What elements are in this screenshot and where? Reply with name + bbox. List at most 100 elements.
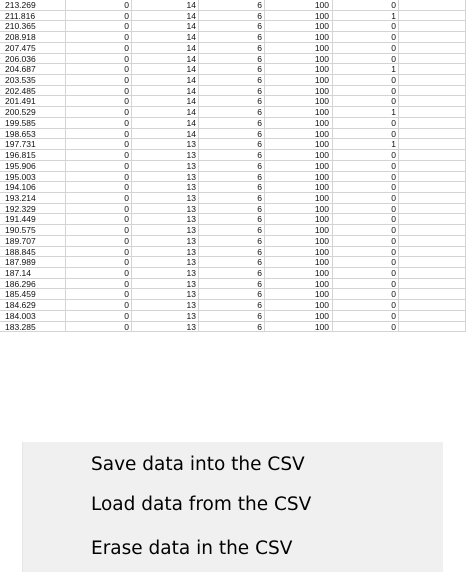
table-cell[interactable]: 6	[199, 107, 265, 117]
table-cell[interactable]: 0	[66, 64, 132, 75]
table-cell[interactable]: 197.731	[0, 139, 66, 150]
table-cell[interactable]: 6	[199, 289, 265, 300]
table-cell[interactable]: 0	[66, 117, 132, 128]
table-cell[interactable]: 100	[265, 117, 333, 128]
empty-cell[interactable]	[399, 128, 466, 139]
table-cell[interactable]: 187.14	[0, 267, 66, 278]
table-cell[interactable]: 14	[132, 107, 199, 117]
table-cell[interactable]: 0	[66, 21, 132, 32]
table-cell[interactable]: 6	[199, 0, 265, 10]
table-cell[interactable]: 0	[66, 42, 132, 53]
table-cell[interactable]: 100	[265, 85, 333, 96]
table-cell[interactable]: 6	[199, 310, 265, 321]
table-cell[interactable]: 183.285	[0, 321, 66, 332]
table-cell[interactable]: 14	[132, 85, 199, 96]
table-cell[interactable]: 207.475	[0, 42, 66, 53]
table-cell[interactable]: 6	[199, 10, 265, 21]
table-cell[interactable]: 6	[199, 171, 265, 182]
table-cell[interactable]: 100	[265, 321, 333, 332]
table-cell[interactable]: 100	[265, 128, 333, 139]
table-cell[interactable]: 6	[199, 117, 265, 128]
table-cell[interactable]: 189.707	[0, 235, 66, 246]
empty-cell[interactable]	[399, 300, 466, 310]
table-cell[interactable]: 0	[333, 203, 399, 214]
empty-cell[interactable]	[399, 10, 466, 21]
table-cell[interactable]: 202.485	[0, 85, 66, 96]
table-cell[interactable]: 14	[132, 21, 199, 32]
table-cell[interactable]: 195.003	[0, 171, 66, 182]
table-cell[interactable]: 6	[199, 128, 265, 139]
table-cell[interactable]: 208.918	[0, 32, 66, 42]
table-cell[interactable]: 0	[66, 267, 132, 278]
table-cell[interactable]: 13	[132, 203, 199, 214]
table-cell[interactable]: 0	[66, 300, 132, 310]
empty-cell[interactable]	[399, 42, 466, 53]
table-cell[interactable]: 192.329	[0, 203, 66, 214]
table-cell[interactable]: 0	[333, 182, 399, 192]
table-cell[interactable]: 0	[333, 75, 399, 85]
table-cell[interactable]: 100	[265, 160, 333, 171]
table-cell[interactable]: 6	[199, 235, 265, 246]
table-cell[interactable]: 100	[265, 53, 333, 64]
table-cell[interactable]: 0	[333, 267, 399, 278]
table-cell[interactable]: 191.449	[0, 214, 66, 225]
table-cell[interactable]: 100	[265, 64, 333, 75]
empty-cell[interactable]	[399, 171, 466, 182]
table-cell[interactable]: 14	[132, 42, 199, 53]
table-cell[interactable]: 188.845	[0, 246, 66, 257]
table-cell[interactable]: 198.653	[0, 128, 66, 139]
table-cell[interactable]: 0	[333, 128, 399, 139]
empty-cell[interactable]	[399, 75, 466, 85]
table-cell[interactable]: 6	[199, 182, 265, 192]
table-cell[interactable]: 0	[333, 150, 399, 160]
empty-cell[interactable]	[399, 182, 466, 192]
table-cell[interactable]: 0	[333, 321, 399, 332]
table-cell[interactable]: 100	[265, 246, 333, 257]
table-cell[interactable]: 100	[265, 10, 333, 21]
table-cell[interactable]: 0	[66, 225, 132, 235]
empty-cell[interactable]	[399, 203, 466, 214]
table-cell[interactable]: 100	[265, 257, 333, 267]
table-cell[interactable]: 0	[333, 300, 399, 310]
table-cell[interactable]: 0	[333, 246, 399, 257]
table-cell[interactable]: 0	[333, 85, 399, 96]
table-cell[interactable]: 196.815	[0, 150, 66, 160]
table-cell[interactable]: 211.816	[0, 10, 66, 21]
empty-cell[interactable]	[399, 192, 466, 203]
table-cell[interactable]: 0	[333, 96, 399, 107]
table-cell[interactable]: 0	[333, 214, 399, 225]
empty-cell[interactable]	[399, 117, 466, 128]
table-cell[interactable]: 0	[66, 182, 132, 192]
table-cell[interactable]: 0	[66, 289, 132, 300]
table-cell[interactable]: 13	[132, 300, 199, 310]
empty-cell[interactable]	[399, 53, 466, 64]
table-cell[interactable]: 6	[199, 214, 265, 225]
load-data-menu-item[interactable]: Load data from the CSV	[91, 494, 312, 515]
table-cell[interactable]: 0	[66, 246, 132, 257]
table-cell[interactable]: 0	[66, 139, 132, 150]
table-cell[interactable]: 0	[66, 107, 132, 117]
table-cell[interactable]: 204.687	[0, 64, 66, 75]
empty-cell[interactable]	[399, 278, 466, 289]
table-cell[interactable]: 100	[265, 192, 333, 203]
empty-cell[interactable]	[399, 257, 466, 267]
table-cell[interactable]: 0	[333, 278, 399, 289]
table-cell[interactable]: 6	[199, 32, 265, 42]
table-cell[interactable]: 100	[265, 214, 333, 225]
table-cell[interactable]: 0	[333, 171, 399, 182]
save-data-menu-item[interactable]: Save data into the CSV	[91, 454, 305, 475]
empty-cell[interactable]	[399, 267, 466, 278]
table-cell[interactable]: 0	[333, 32, 399, 42]
table-cell[interactable]: 13	[132, 160, 199, 171]
table-cell[interactable]: 6	[199, 246, 265, 257]
table-cell[interactable]: 100	[265, 139, 333, 150]
table-cell[interactable]: 0	[333, 42, 399, 53]
table-cell[interactable]: 6	[199, 53, 265, 64]
table-cell[interactable]: 6	[199, 203, 265, 214]
table-cell[interactable]: 13	[132, 214, 199, 225]
table-cell[interactable]: 0	[66, 203, 132, 214]
table-cell[interactable]: 6	[199, 278, 265, 289]
table-cell[interactable]: 100	[265, 289, 333, 300]
table-cell[interactable]: 0	[66, 160, 132, 171]
empty-cell[interactable]	[399, 85, 466, 96]
